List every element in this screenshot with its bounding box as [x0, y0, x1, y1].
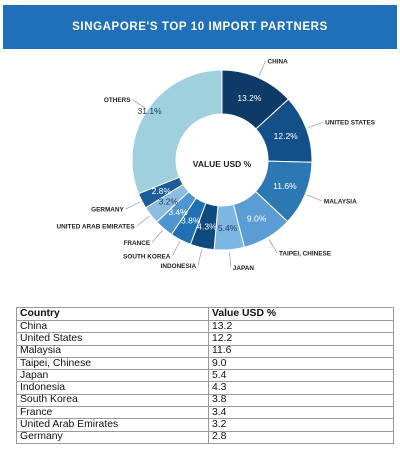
pct-label-france: 3.4%	[168, 207, 188, 217]
pct-label-malaysia: 11.6%	[273, 181, 297, 191]
table-cell-country: South Korea	[16, 393, 209, 408]
leader-line-france	[151, 229, 163, 243]
category-label-germany: GERMANY	[91, 207, 124, 214]
data-table: Country Value USD % China 13.2 United Sta…	[16, 307, 394, 444]
leader-line-malaysia	[306, 194, 323, 202]
category-label-malaysia: MALAYSIA	[324, 199, 357, 206]
leader-line-taipei-chinese	[268, 239, 278, 254]
column-header-country: Country	[16, 307, 209, 321]
category-label-france: FRANCE	[123, 240, 150, 247]
table-cell-country: United States	[16, 332, 209, 346]
leader-line-south-korea	[172, 241, 180, 257]
table-row: France 3.4	[16, 406, 394, 420]
table-cell-value: 12.2	[208, 332, 394, 346]
category-label-china: CHINA	[268, 59, 289, 66]
table-cell-value: 13.2	[208, 319, 394, 334]
table-cell-value: 3.2	[208, 418, 394, 432]
table-cell-country: Indonesia	[16, 381, 209, 395]
pct-label-germany: 2.8%	[152, 186, 172, 196]
table-cell-country: China	[16, 319, 209, 334]
table-row: South Korea 3.8	[16, 393, 394, 408]
table-cell-value: 3.4	[208, 406, 394, 420]
leader-line-united-states	[308, 121, 324, 129]
table-cell-country: Germany	[16, 430, 209, 444]
slice-others	[131, 69, 223, 195]
pct-label-united-states: 12.2%	[274, 131, 299, 141]
pct-label-china: 13.2%	[237, 93, 262, 103]
chart-title: SINGAPORE'S TOP 10 IMPORT PARTNERS	[72, 21, 328, 33]
table-cell-value: 9.0	[208, 356, 394, 371]
table-cell-value: 11.6	[208, 344, 394, 358]
pct-label-japan: 5.4%	[218, 223, 238, 233]
center-label: VALUE USD %	[193, 159, 252, 169]
table-cell-value: 5.4	[208, 369, 394, 383]
table-row: Taipei, Chinese 9.0	[16, 356, 394, 371]
table-cell-country: Malaysia	[16, 344, 209, 358]
leader-line-indonesia	[197, 249, 202, 266]
category-label-south-korea: SOUTH KOREA	[123, 253, 171, 260]
table-cell-country: Taipei, Chinese	[16, 356, 209, 371]
pct-label-united-arab-emirates: 3.2%	[159, 197, 179, 207]
table-row: Japan 5.4	[16, 369, 394, 383]
table-cell-country: Japan	[16, 369, 209, 383]
pct-label-indonesia: 4.3%	[197, 221, 217, 231]
table-row: Indonesia 4.3	[16, 381, 394, 395]
table-cell-value: 2.8	[208, 430, 394, 444]
column-header-value: Value USD %	[208, 307, 394, 321]
table-cell-country: France	[16, 406, 209, 420]
table-row: United States 12.2	[16, 332, 394, 346]
leader-line-china	[258, 61, 266, 76]
category-label-united-states: UNITED STATES	[325, 120, 376, 127]
table-header-row: Country Value USD %	[16, 307, 394, 321]
leader-line-japan	[229, 251, 232, 268]
leader-line-others	[132, 99, 146, 109]
category-label-others: OTHERS	[104, 97, 131, 104]
donut-chart: 13.2% 12.2% 11.6% 9.0% 5.4%4.3%3.8%3.4%3.2%2…	[57, 59, 376, 272]
table-row: China 13.2	[16, 319, 394, 334]
pct-label-others: 31.1%	[138, 106, 163, 116]
category-label-taipei-chinese: TAIPEI, CHINESE	[279, 250, 332, 257]
table-cell-value: 4.3	[208, 381, 394, 395]
table-row: United Arab Emirates 3.2	[16, 418, 394, 432]
category-label-japan: JAPAN	[233, 265, 255, 272]
table-row: Germany 2.8	[16, 430, 394, 444]
table-cell-value: 3.8	[208, 393, 394, 408]
table-row: Malaysia 11.6	[16, 344, 394, 358]
category-label-united-arab-emirates: UNITED ARAB EMIRATES	[57, 224, 136, 231]
table-cell-country: United Arab Emirates	[16, 418, 209, 432]
category-label-indonesia: INDONESIA	[161, 263, 197, 270]
pct-label-taipei-chinese: 9.0%	[247, 214, 267, 224]
chart-title-banner: SINGAPORE'S TOP 10 IMPORT PARTNERS	[3, 5, 397, 49]
leader-line-united-arab-emirates	[136, 216, 150, 227]
leader-line-germany	[125, 201, 141, 210]
pct-label-south-korea: 3.8%	[181, 215, 201, 225]
